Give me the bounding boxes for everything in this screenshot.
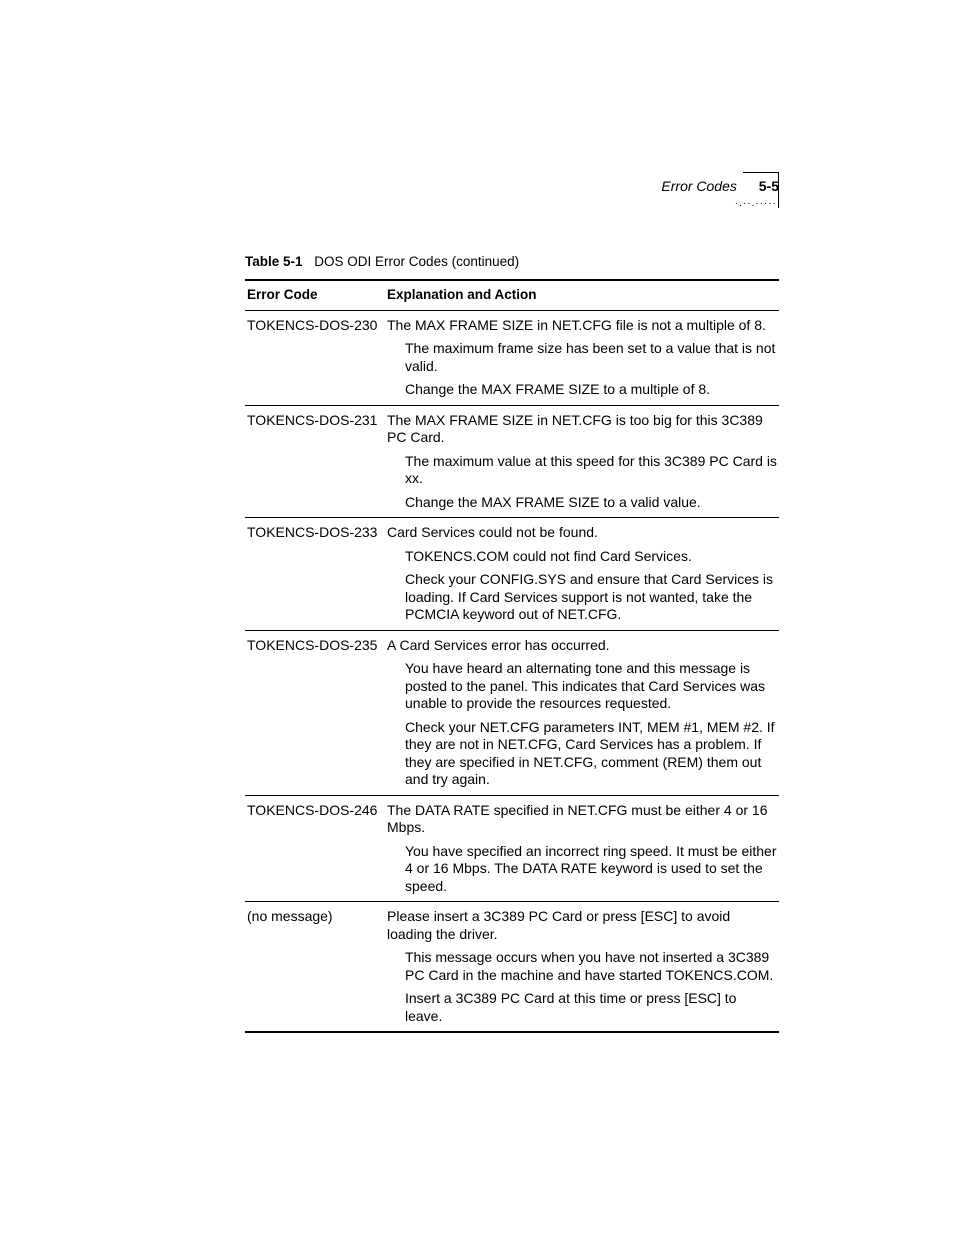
explanation-cell: The MAX FRAME SIZE in NET.CFG is too big… [385, 405, 779, 518]
error-code-cell: TOKENCS-DOS-235 [245, 630, 385, 795]
table-caption-text: DOS ODI Error Codes (continued) [314, 254, 519, 269]
table-row: TOKENCS-DOS-233Card Services could not b… [245, 518, 779, 631]
explanation-sub: Change the MAX FRAME SIZE to a valid val… [405, 494, 777, 512]
explanation-cell: A Card Services error has occurred. You h… [385, 630, 779, 795]
header-dots-icon: ·.··.····· [735, 198, 777, 211]
explanation-cell: Card Services could not be found. TOKENCS… [385, 518, 779, 631]
explanation-sub: TOKENCS.COM could not find Card Services… [405, 548, 777, 566]
table-row: TOKENCS-DOS-231The MAX FRAME SIZE in NET… [245, 405, 779, 518]
table-row: TOKENCS-DOS-246The DATA RATE specified i… [245, 795, 779, 902]
table-row: TOKENCS-DOS-230The MAX FRAME SIZE in NET… [245, 310, 779, 405]
explanation-main: The MAX FRAME SIZE in NET.CFG is too big… [387, 412, 777, 447]
error-code-cell: TOKENCS-DOS-233 [245, 518, 385, 631]
page: Error Codes 5-5 ·.··.····· Table 5-1 DOS… [0, 0, 954, 1235]
explanation-main: Please insert a 3C389 PC Card or press [… [387, 908, 777, 943]
explanation-sub: You have heard an alternating tone and t… [405, 660, 777, 713]
table-header-row: Error Code Explanation and Action [245, 280, 779, 310]
running-header: Error Codes 5-5 [661, 178, 779, 196]
table-row: TOKENCS-DOS-235A Card Services error has… [245, 630, 779, 795]
explanation-sub: Insert a 3C389 PC Card at this time or p… [405, 990, 777, 1025]
page-number: 5-5 [759, 178, 779, 194]
explanation-sub: You have specified an incorrect ring spe… [405, 843, 777, 896]
error-code-cell: TOKENCS-DOS-231 [245, 405, 385, 518]
table-header-code: Error Code [245, 280, 385, 310]
table-caption: Table 5-1 DOS ODI Error Codes (continued… [245, 254, 779, 271]
table-header-explanation: Explanation and Action [385, 280, 779, 310]
error-code-cell: TOKENCS-DOS-230 [245, 310, 385, 405]
explanation-sub: The maximum value at this speed for this… [405, 453, 777, 488]
explanation-sub: The maximum frame size has been set to a… [405, 340, 777, 375]
explanation-main: The MAX FRAME SIZE in NET.CFG file is no… [387, 317, 777, 335]
section-title: Error Codes [661, 178, 736, 194]
explanation-cell: Please insert a 3C389 PC Card or press [… [385, 902, 779, 1033]
error-codes-table: Error Code Explanation and Action TOKENC… [245, 279, 779, 1033]
content-area: Table 5-1 DOS ODI Error Codes (continued… [245, 254, 779, 1033]
explanation-sub: Check your NET.CFG parameters INT, MEM #… [405, 719, 777, 789]
error-code-cell: TOKENCS-DOS-246 [245, 795, 385, 902]
explanation-main: A Card Services error has occurred. [387, 637, 777, 655]
explanation-cell: The MAX FRAME SIZE in NET.CFG file is no… [385, 310, 779, 405]
table-caption-label: Table 5-1 [245, 254, 303, 269]
error-code-cell: (no message) [245, 902, 385, 1033]
explanation-sub: This message occurs when you have not in… [405, 949, 777, 984]
explanation-sub: Check your CONFIG.SYS and ensure that Ca… [405, 571, 777, 624]
explanation-main: Card Services could not be found. [387, 524, 777, 542]
explanation-main: The DATA RATE specified in NET.CFG must … [387, 802, 777, 837]
explanation-cell: The DATA RATE specified in NET.CFG must … [385, 795, 779, 902]
explanation-sub: Change the MAX FRAME SIZE to a multiple … [405, 381, 777, 399]
header-rule-horizontal [743, 172, 779, 173]
table-row: (no message)Please insert a 3C389 PC Car… [245, 902, 779, 1033]
